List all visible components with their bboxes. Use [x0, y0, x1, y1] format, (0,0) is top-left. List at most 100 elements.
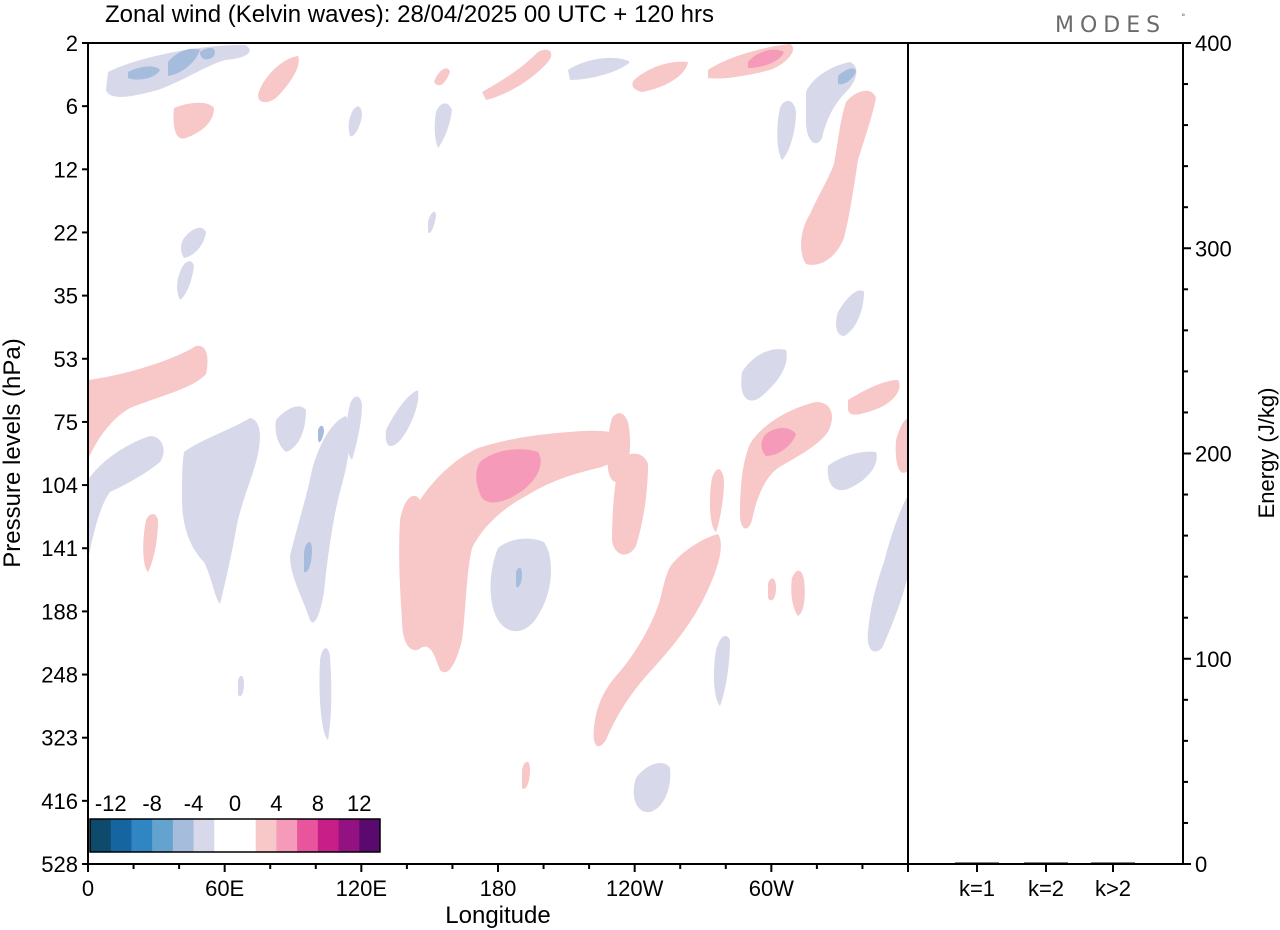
contour-positive [791, 570, 805, 616]
colorbar-swatch [214, 819, 236, 852]
colorbar-swatch [193, 819, 215, 852]
contour-negative [713, 635, 730, 706]
y-tick-label: 528 [41, 852, 78, 877]
colorbar-swatch [338, 819, 360, 852]
colorbar-swatch [235, 819, 257, 852]
x-tick-label: 0 [82, 876, 94, 901]
contour-negative [434, 103, 452, 148]
y-tick-label: 53 [54, 347, 78, 372]
energy-frame [907, 42, 1184, 865]
y-tick-label: 323 [41, 726, 78, 751]
energy-tick-label: 300 [1195, 236, 1232, 261]
contour-negative-strong [516, 567, 522, 588]
x-tick-label: 60W [749, 876, 794, 901]
contour-negative-strong [168, 48, 200, 76]
y-tick-label: 104 [41, 473, 78, 498]
y-tick-label: 248 [41, 663, 78, 688]
y-tick-label: 416 [41, 789, 78, 814]
x-tick-label: 60E [205, 876, 244, 901]
y-tick-label: 6 [66, 94, 78, 119]
contour-negative-strong [318, 425, 324, 443]
contour-negative [836, 290, 864, 336]
colorbar-swatch [317, 819, 340, 852]
colorbar-label: 4 [270, 791, 282, 816]
energy-tick-label: 100 [1195, 647, 1232, 672]
colorbar-swatch [110, 819, 132, 852]
energy-category-label: k=2 [1028, 876, 1064, 901]
colorbar: -12 -8 -4 0 4 8 12 [89, 791, 381, 853]
colorbar-swatch [255, 819, 277, 852]
contour-negative-strong [304, 541, 312, 573]
energy-category-label: k>2 [1095, 876, 1131, 901]
modes-logo-mark: ° [1181, 13, 1192, 23]
contour-positive [895, 419, 908, 473]
y-tick-label: 188 [41, 599, 78, 624]
contour-negative [867, 496, 908, 652]
energy-tick-label: 400 [1195, 31, 1232, 56]
contour-negative [385, 390, 419, 447]
x-tick-label: 120W [606, 876, 664, 901]
y-tick-label: 12 [54, 157, 78, 182]
energy-tick-label: 0 [1195, 852, 1207, 877]
energy-category-label: k=1 [959, 876, 995, 901]
contour-negative [568, 57, 630, 80]
x-tick-label: 180 [480, 876, 517, 901]
x-tick-label: 120E [336, 876, 387, 901]
contour-negative-strong [200, 47, 215, 60]
contour-positive [482, 49, 552, 100]
colorbar-swatch [152, 819, 174, 852]
contour-positive [801, 90, 876, 265]
y-tick-label: 22 [54, 220, 78, 245]
colorbar-label: -8 [142, 791, 162, 816]
modes-logo: MODES [1055, 13, 1166, 38]
contour-positive [709, 469, 724, 532]
colorbar-label: 8 [312, 791, 324, 816]
contour-field [88, 44, 908, 813]
colorbar-swatch [276, 819, 298, 852]
contour-positive [768, 578, 776, 601]
energy-bar [955, 862, 999, 864]
contour-negative [290, 416, 350, 623]
contour-positive [88, 345, 208, 460]
contour-negative [348, 106, 362, 137]
contour-positive-strong [761, 428, 796, 456]
colorbar-label: -4 [184, 791, 204, 816]
contour-positive-strong [748, 49, 784, 68]
contour-positive [632, 61, 688, 92]
contour-positive [258, 56, 299, 103]
colorbar-label: 0 [229, 791, 241, 816]
energy-bar [1091, 862, 1135, 864]
y-tick-label: 141 [41, 536, 78, 561]
energy-bar [1024, 862, 1068, 864]
contour-negative [827, 451, 877, 491]
contour-negative [428, 211, 436, 234]
colorbar-swatch [297, 819, 319, 852]
contour-negative [275, 406, 306, 452]
contour-negative [346, 396, 362, 460]
y-tick-label: 35 [54, 284, 78, 309]
colorbar-swatch [90, 819, 112, 852]
colorbar-label: -12 [95, 791, 127, 816]
contour-positive [612, 453, 648, 555]
contour-negative-strong [128, 66, 160, 80]
energy-tick-label: 200 [1195, 442, 1232, 467]
contour-positive [522, 761, 530, 789]
contour-positive [593, 534, 721, 747]
colorbar-swatch [172, 819, 195, 852]
contour-negative [181, 227, 206, 258]
y-tick-label: 75 [54, 410, 78, 435]
contour-negative [238, 675, 244, 697]
contour-negative [633, 763, 671, 813]
contour-negative [182, 418, 260, 604]
contour-negative [490, 538, 552, 632]
energy-axis-label: Energy (J/kg) [1254, 388, 1279, 519]
colorbar-swatch [131, 819, 153, 852]
contour-positive [848, 380, 900, 415]
x-axis-label: Longitude [445, 902, 550, 929]
contour-positive [143, 514, 158, 572]
colorbar-label: 12 [347, 791, 371, 816]
contour-positive [399, 430, 629, 673]
contour-negative [777, 100, 796, 160]
